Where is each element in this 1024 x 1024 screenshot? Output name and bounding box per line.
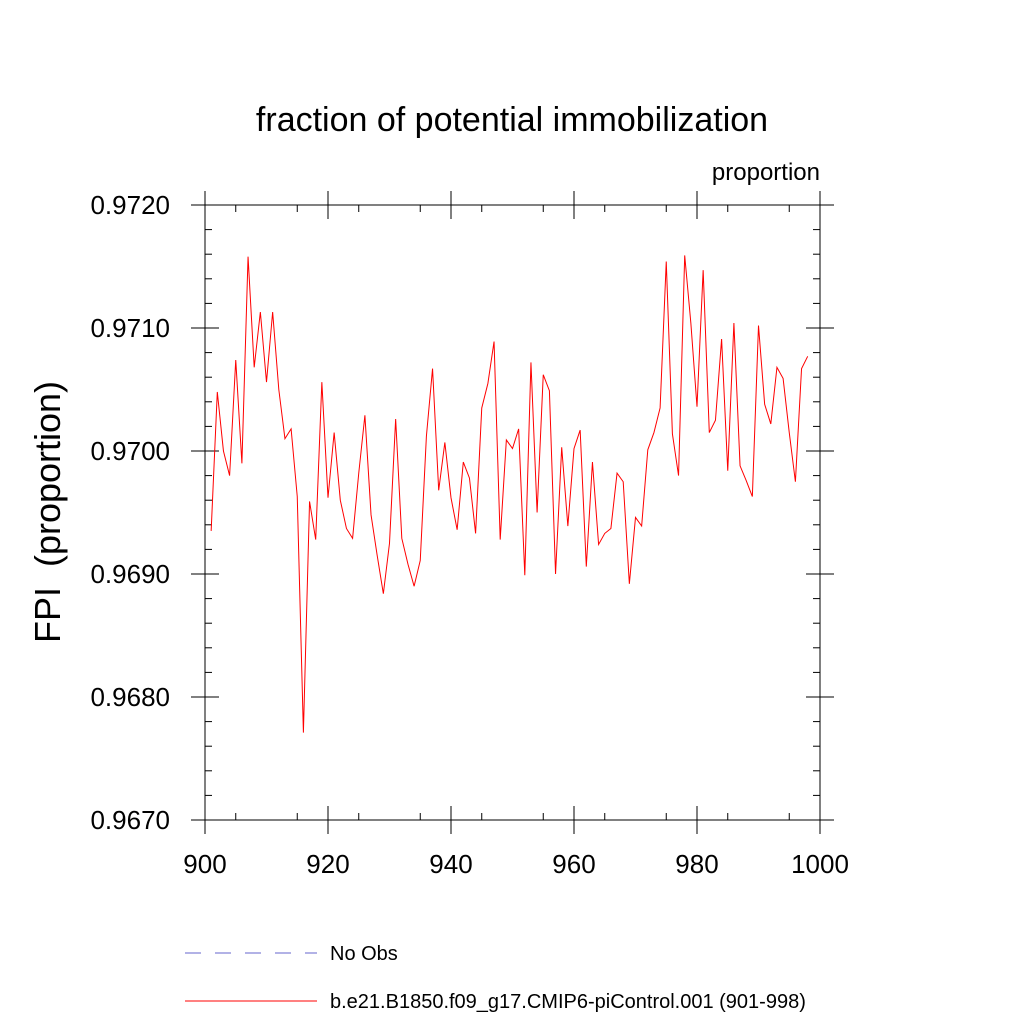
series-line-0 bbox=[210, 255, 809, 733]
legend: No Obs b.e21.B1850.f09_g17.CMIP6-piContr… bbox=[185, 943, 806, 1013]
chart-title: fraction of potential immobilization bbox=[256, 101, 768, 139]
y-tick-label: 0.9710 bbox=[90, 313, 170, 343]
y-tick-label: 0.9670 bbox=[90, 805, 170, 835]
x-tick-label: 900 bbox=[183, 849, 226, 879]
x-tick-label: 940 bbox=[429, 849, 472, 879]
x-tick-label: 960 bbox=[552, 849, 595, 879]
x-tick-label: 920 bbox=[306, 849, 349, 879]
x-tick-label: 1000 bbox=[791, 849, 849, 879]
legend-label-no-obs: No Obs bbox=[330, 943, 398, 965]
y-tick-label: 0.9680 bbox=[90, 682, 170, 712]
plot-frame bbox=[204, 204, 821, 821]
x-tick-label: 980 bbox=[675, 849, 718, 879]
y-axis-label: FPI (proportion) bbox=[27, 381, 68, 643]
legend-label-model: b.e21.B1850.f09_g17.CMIP6-piControl.001 … bbox=[330, 991, 806, 1013]
y-tick-label: 0.9690 bbox=[90, 559, 170, 589]
y-tick-label: 0.9720 bbox=[90, 190, 170, 220]
units-label: proportion bbox=[712, 159, 820, 186]
y-tick-label: 0.9700 bbox=[90, 436, 170, 466]
